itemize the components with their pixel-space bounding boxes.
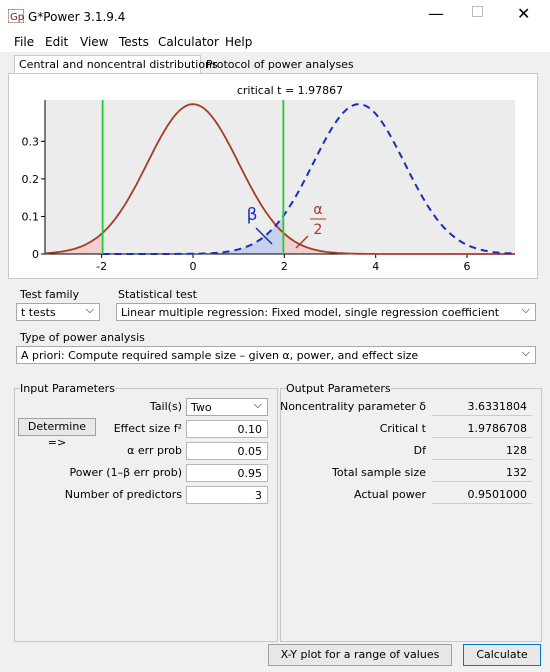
field-label: Tail(s) [149,400,182,413]
menu-item[interactable]: File [14,35,35,49]
alpha-pointer [295,235,309,249]
xy-plot-button[interactable]: X-Y plot for a range of values [268,644,452,666]
y-tick-label: 0.1 [22,210,40,223]
group-label: Type of power analysis [20,331,145,344]
maximize[interactable] [472,6,483,17]
tab[interactable]: Protocol of power analyses [206,58,354,71]
menu-item[interactable]: Calculator [158,35,219,49]
output-field: 3.6331804 [432,398,532,416]
x-tick-label: 0 [189,260,196,273]
menu-item[interactable]: Tests [119,35,149,49]
app-icon: Gp [8,9,24,23]
x-tick-label: 2 [281,260,288,273]
field-label: Critical t [379,422,426,435]
output-field: 1.9786708 [432,420,532,438]
y-tick-label: 0.3 [22,135,40,148]
field-label: Actual power [354,488,426,501]
input-field[interactable]: 3 [186,486,268,504]
group-title: Output Parameters [286,382,391,395]
plot: critical t = 1.97867 0 0.1 0.2 0.3 -2 0 2 4 6 β α 2 [22,84,516,273]
calculate-button[interactable]: Calculate [463,644,541,666]
group-label: Statistical test [118,288,197,301]
output-field: 0.9501000 [432,486,532,504]
beta-label: β [247,205,258,225]
field-label: Df [413,444,426,457]
field-label: Power (1–β err prob) [69,466,182,479]
output-field: 128 [432,442,532,460]
menu-item[interactable]: View [80,35,109,49]
input-field[interactable]: 0.10 [186,420,268,438]
central-curve [44,103,515,255]
input-field[interactable]: 0.95 [186,464,268,482]
svg-text:Gp: Gp [10,12,24,23]
combo[interactable]: A priori: Compute required sample size –… [16,346,536,364]
group-title: Input Parameters [20,382,115,395]
combo[interactable]: Linear multiple regression: Fixed model,… [116,303,536,321]
x-tick-label: 4 [372,260,379,273]
noncentral-curve [102,103,516,255]
tab-active[interactable]: Central and noncentral distributions [14,55,218,73]
x-tick-label: -2 [96,260,107,273]
output-field: 132 [432,464,532,482]
alpha-denominator: 2 [314,222,323,238]
menu-item[interactable]: Help [225,35,253,49]
plot-title: critical t = 1.97867 [237,84,343,97]
window-title: G*Power 3.1.9.4 [28,10,126,24]
field-label: Noncentrality parameter δ [279,400,426,413]
beta-pointer [255,227,273,245]
group-label: Test family [20,288,80,301]
menu-item[interactable]: Edit [45,35,69,49]
alpha-region [283,232,515,254]
title-bar [0,0,550,32]
x-tick-label: 6 [464,260,471,273]
combo[interactable]: t tests [16,303,100,321]
combo[interactable]: Two [186,398,268,416]
minimize[interactable]: — [428,4,444,23]
field-label: α err prob [127,444,182,457]
determine-button[interactable]: Determine => [18,418,96,449]
field-label: Effect size f² [113,422,182,435]
field-label: Total sample size [331,466,426,479]
close[interactable]: ✕ [517,4,531,23]
beta-region [45,215,284,254]
field-label: Number of predictors [64,488,182,501]
y-tick-label: 0 [32,248,39,261]
alpha-region [45,232,103,254]
menu-bar [0,32,550,52]
y-tick-label: 0.2 [22,173,40,186]
alpha-label: α [313,202,322,218]
input-field[interactable]: 0.05 [186,442,268,460]
